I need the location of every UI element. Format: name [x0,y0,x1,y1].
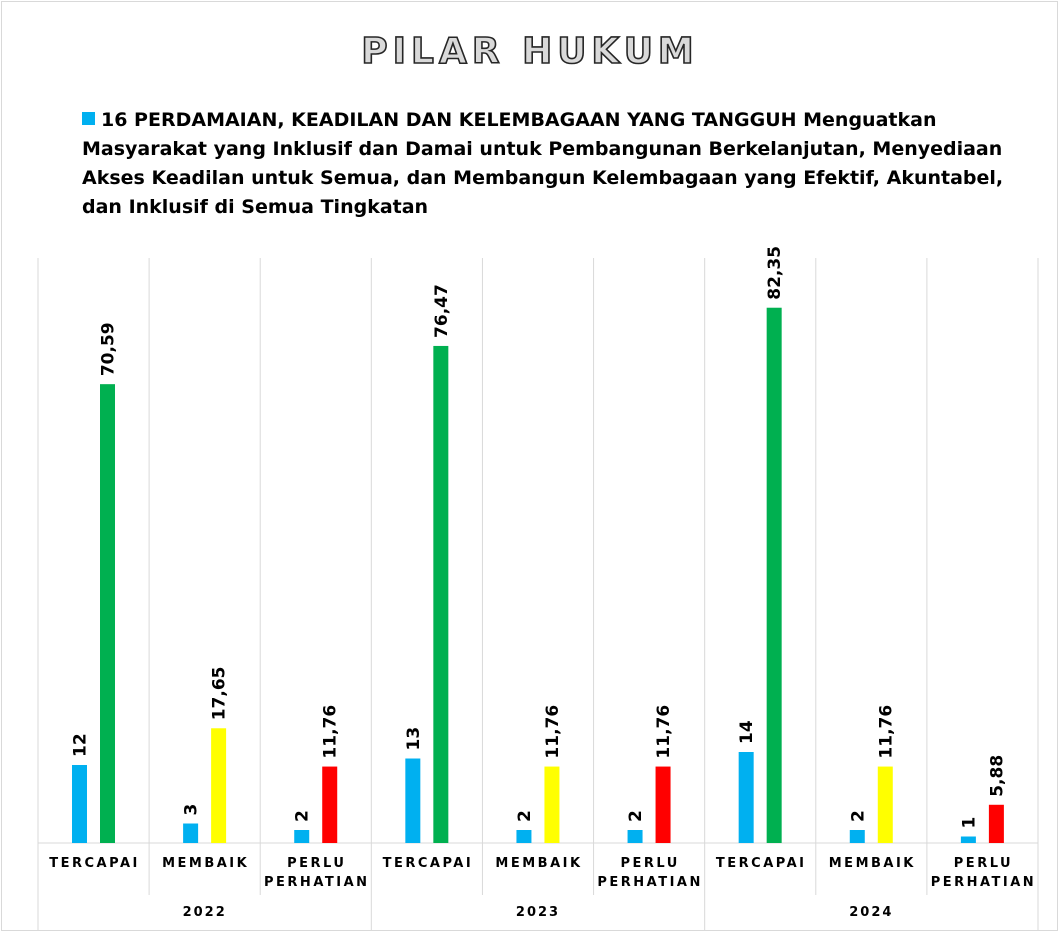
x-tick-label: PERLU PERHATIAN [597,856,703,890]
legend-label: 16 PERDAMAIAN, KEADILAN DAN KELEMBAGAAN … [82,109,1004,218]
data-label: 12 [71,733,91,757]
x-tick-label: MEMBAIK [495,856,583,871]
bar [516,830,532,843]
data-label: 11,76 [543,705,563,759]
data-label: 11,76 [321,705,341,759]
data-label: 2 [293,810,313,822]
bar [211,728,227,843]
data-label: 2 [626,810,646,822]
bar [960,836,976,843]
bar [627,830,643,843]
legend: 16 PERDAMAIAN, KEADILAN DAN KELEMBAGAAN … [82,106,1012,222]
data-label: 5,88 [987,755,1007,797]
bar [544,766,560,843]
bar [738,752,754,843]
data-label: 3 [182,804,202,816]
bar [405,758,421,843]
x-tick-label: PERLU PERHATIAN [264,856,370,890]
bar [988,804,1004,843]
bar [877,766,893,843]
bar [433,345,449,843]
bar [322,766,338,843]
group-label: 2023 [515,905,561,920]
x-tick-label: TERCAPAI [382,856,474,871]
data-label: 76,47 [432,284,452,338]
data-label: 82,35 [765,246,785,300]
data-label: 2 [515,810,535,822]
bar [655,766,671,843]
data-label: 14 [737,720,757,744]
bar [766,307,782,844]
bar [72,765,87,843]
x-tick-label: MEMBAIK [828,856,916,871]
chart-title: PILAR HUKUM [361,31,699,72]
data-label: 1 [959,817,979,829]
x-tick-label: PERLU PERHATIAN [930,856,1037,890]
legend-swatch [82,112,95,125]
x-tick-label: MEMBAIK [162,856,250,871]
data-label: 17,65 [210,666,230,720]
data-label: 70,59 [99,322,119,376]
bar [294,830,310,843]
data-label: 11,76 [654,705,674,759]
x-tick-label: TERCAPAI [715,856,807,871]
data-label: 11,76 [876,705,896,759]
bar [849,830,865,843]
data-label: 13 [404,727,424,751]
group-label: 2022 [182,905,227,920]
bar [100,384,115,843]
data-label: 2 [848,810,868,822]
x-tick-label: TERCAPAI [49,856,140,871]
group-label: 2024 [849,905,894,920]
bar [183,823,199,843]
